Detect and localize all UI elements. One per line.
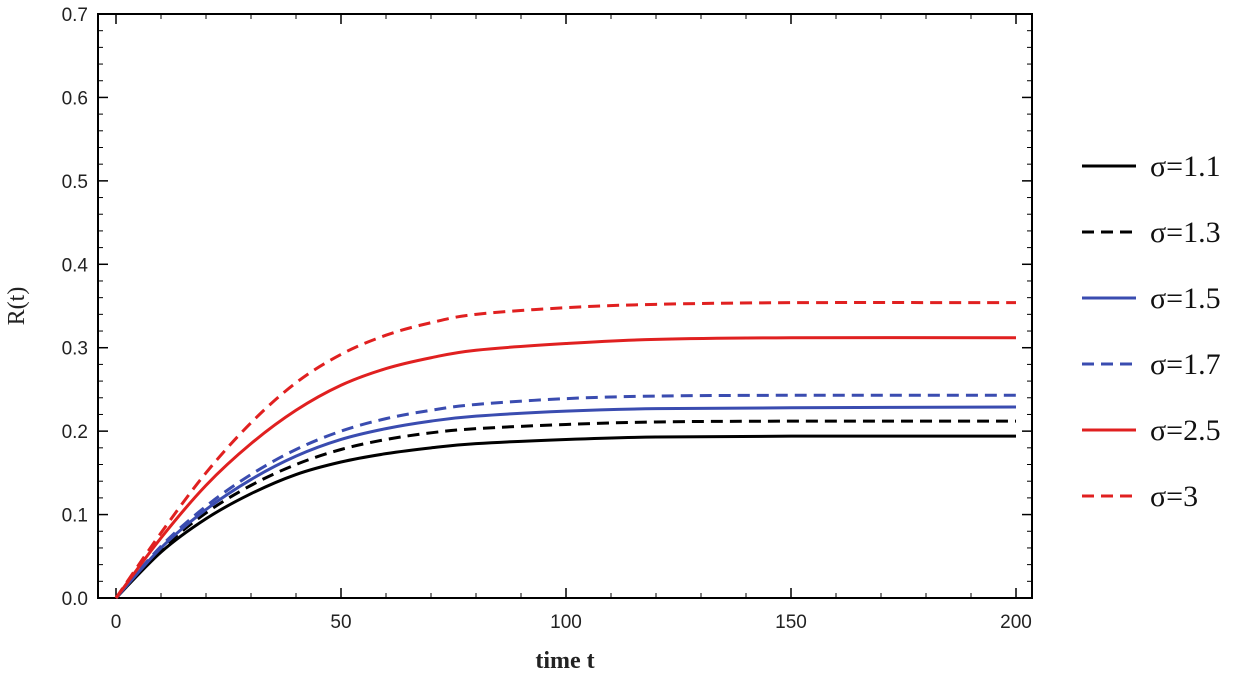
- x-axis-label: time t: [535, 648, 594, 674]
- y-tick-label: 0.3: [62, 339, 88, 360]
- y-tick-label: 0.1: [62, 506, 88, 527]
- legend: σ=1.1 σ=1.3 σ=1.5 σ=1.7 σ=2.5 σ=3: [1082, 150, 1221, 513]
- series-line: [114, 434, 1017, 600]
- series-line: [114, 393, 1017, 599]
- x-tick-label: 100: [550, 612, 582, 633]
- x-tick-label: 150: [775, 612, 807, 633]
- series-line: [114, 419, 1017, 600]
- x-tick-label: 200: [1000, 612, 1032, 633]
- legend-label: σ=1.5: [1150, 282, 1221, 315]
- series-line: [114, 405, 1017, 600]
- y-tick-label: 0.7: [62, 5, 88, 26]
- series-group: [114, 301, 1017, 600]
- axis-ticks: 0 50 100 150 200 0.0 0.1 0.2 0.3 0.4 0.5 0.6 0.7: [62, 5, 1032, 633]
- plot-frame: [97, 13, 1033, 599]
- y-tick-label: 0.0: [62, 589, 88, 610]
- legend-label: σ=3: [1150, 480, 1198, 513]
- legend-label: σ=1.3: [1150, 216, 1221, 249]
- y-tick-label: 0.5: [62, 172, 88, 193]
- y-tick-label: 0.2: [62, 422, 88, 443]
- legend-label: σ=1.7: [1150, 348, 1221, 381]
- x-tick-label: 50: [330, 612, 351, 633]
- x-tick-label: 0: [111, 612, 122, 633]
- y-tick-label: 0.6: [62, 88, 88, 109]
- series-line: [114, 301, 1017, 599]
- series-line: [114, 336, 1017, 599]
- legend-label: σ=2.5: [1150, 414, 1221, 447]
- y-axis-label: R(t): [4, 287, 30, 326]
- legend-label: σ=1.1: [1150, 150, 1221, 183]
- y-tick-label: 0.4: [62, 255, 89, 276]
